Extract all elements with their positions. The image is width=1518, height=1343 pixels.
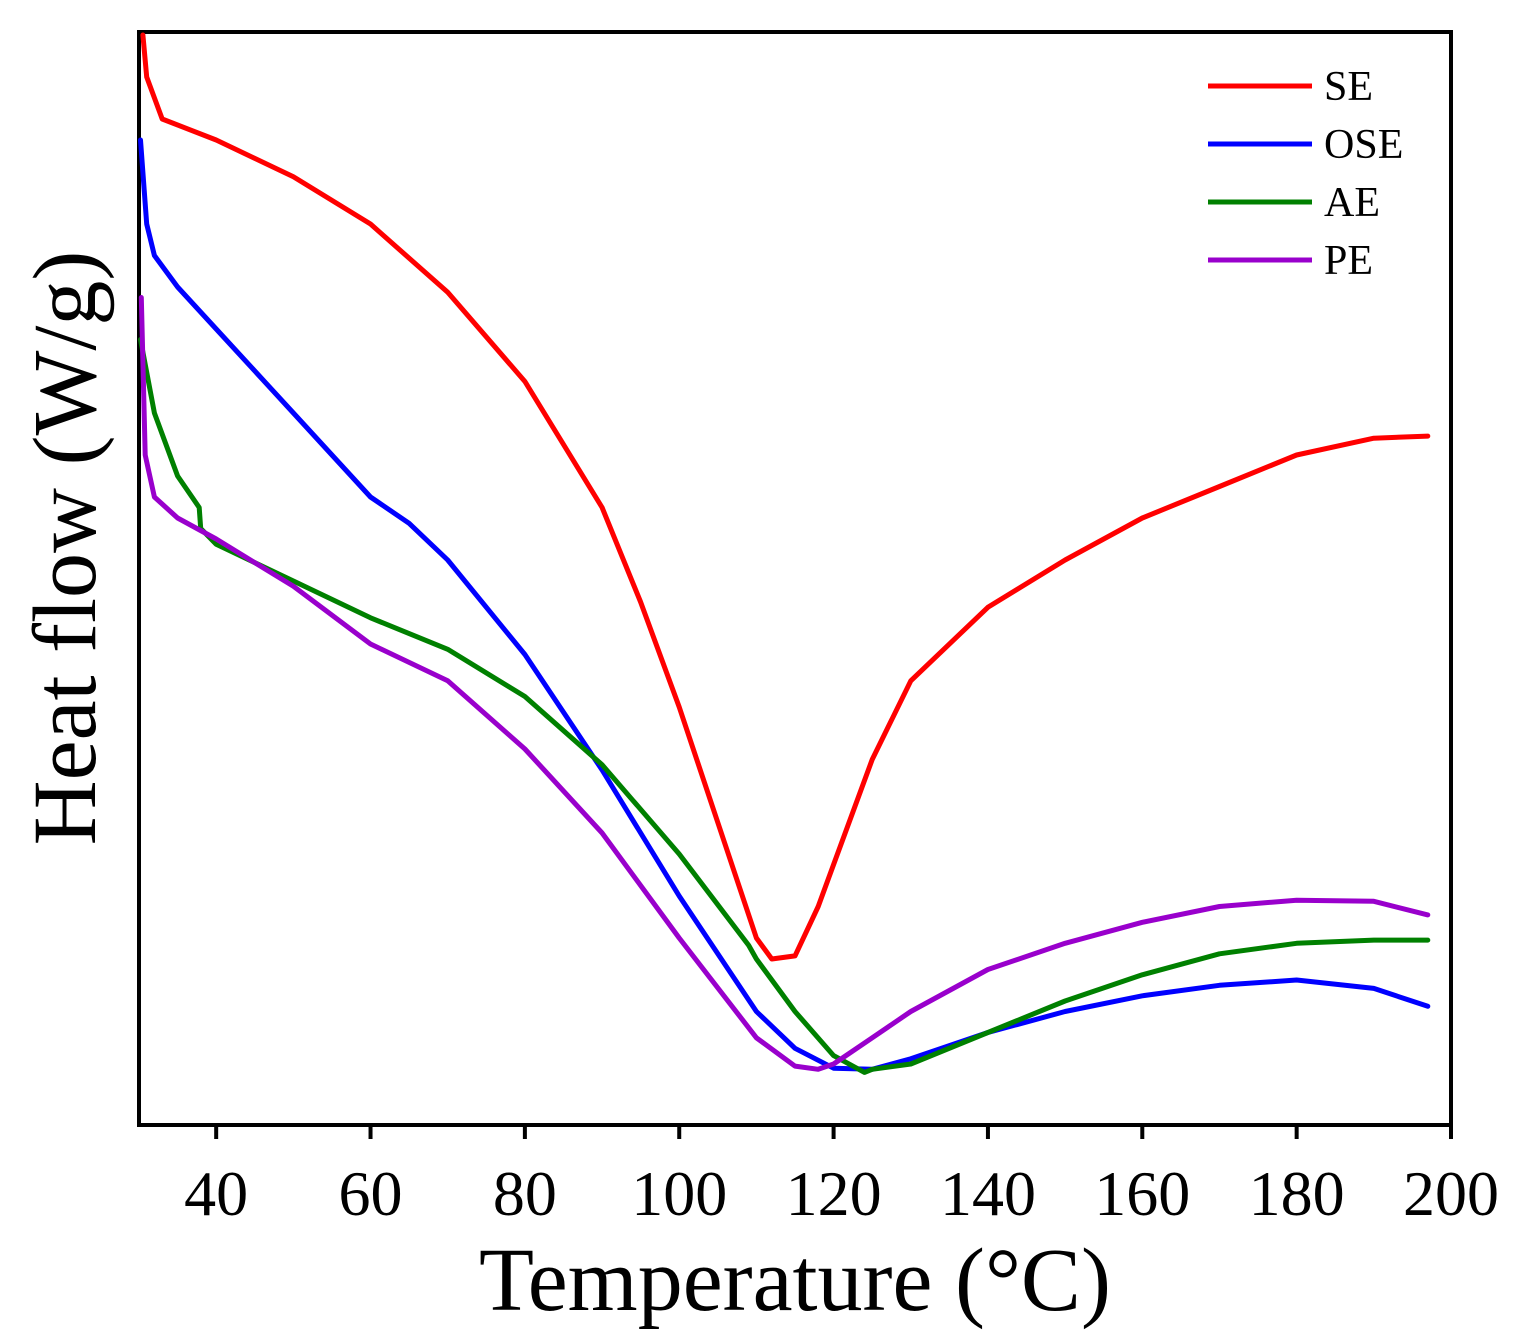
series-layer: [138, 32, 1431, 1075]
x-tick-label-100: 100: [631, 1158, 727, 1229]
legend-label-ae: AE: [1324, 180, 1380, 226]
x-tick-label-80: 80: [493, 1158, 557, 1229]
series-line-pe: [138, 295, 1431, 1072]
plot-area-frame: [137, 30, 1453, 1127]
legend-label-se: SE: [1324, 64, 1373, 110]
series-line-ae: [138, 337, 1431, 1075]
x-axis-tick-labels: 40 60 80 100 120 140 160 180 200: [184, 1158, 1499, 1229]
series-line-ose: [138, 137, 1431, 1072]
x-tick-label-120: 120: [786, 1158, 882, 1229]
x-tick-label-60: 60: [339, 1158, 403, 1229]
y-axis-title: Heat flow (W/g): [16, 251, 115, 846]
x-axis-title: Temperature (°C): [479, 1231, 1111, 1330]
x-axis-ticks: [214, 1125, 1453, 1139]
legend: SE OSE AE PE: [1208, 64, 1403, 284]
x-tick-label-160: 160: [1094, 1158, 1190, 1229]
x-tick-label-40: 40: [184, 1158, 248, 1229]
legend-label-pe: PE: [1324, 238, 1373, 284]
x-tick-label-140: 140: [940, 1158, 1036, 1229]
legend-label-ose: OSE: [1324, 122, 1403, 168]
x-tick-label-180: 180: [1249, 1158, 1345, 1229]
series-line-se: [140, 32, 1431, 962]
x-tick-label-200: 200: [1403, 1158, 1499, 1229]
